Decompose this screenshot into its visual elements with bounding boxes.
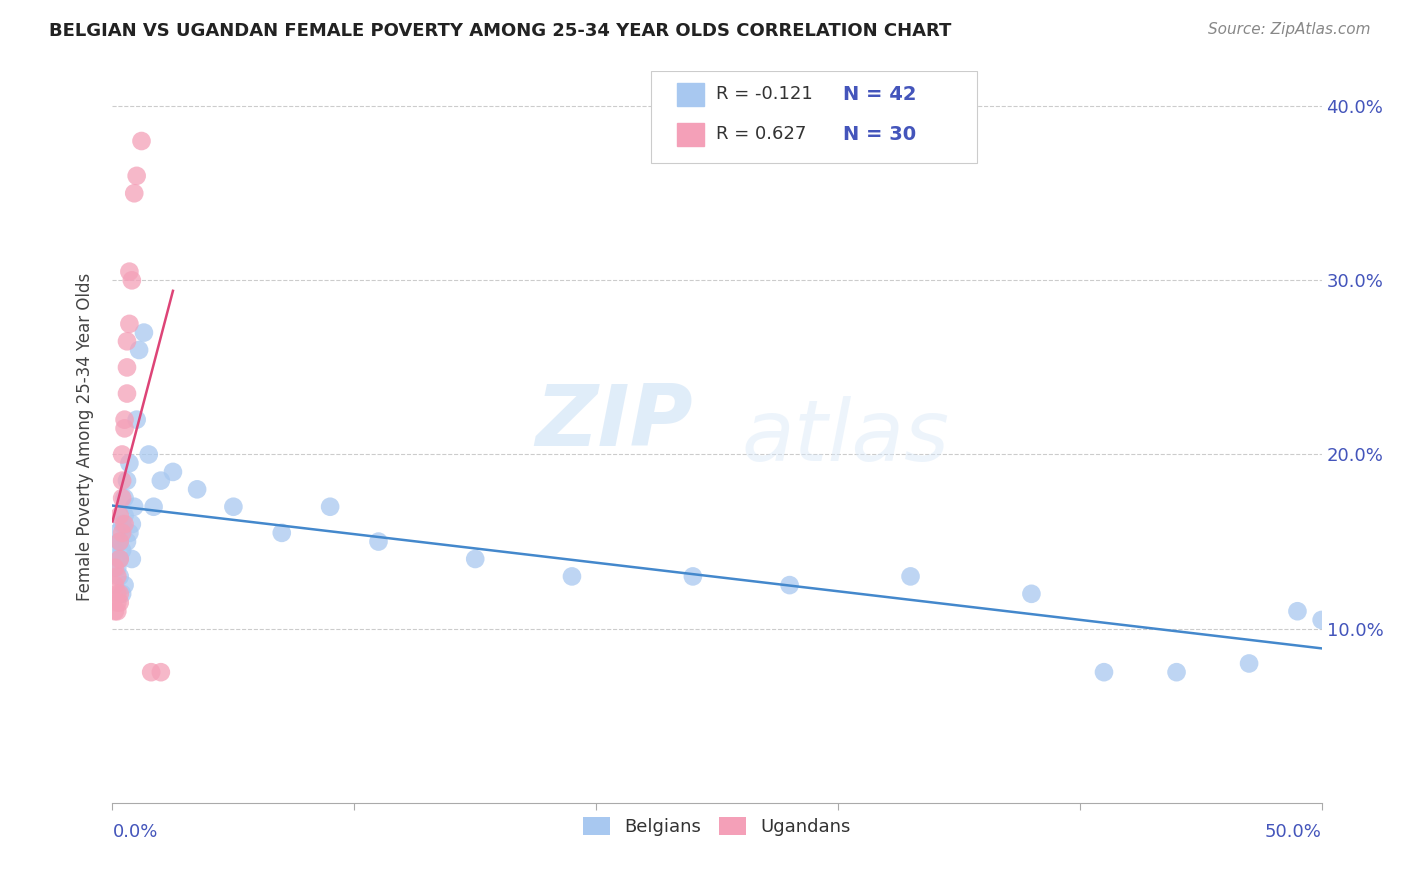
Text: 50.0%: 50.0%: [1265, 823, 1322, 841]
Point: [149, 665, 172, 680]
Point: [138, 448, 160, 462]
Bar: [678, 83, 704, 106]
Text: atlas: atlas: [741, 395, 949, 479]
Point: [111, 525, 134, 540]
Point: [115, 360, 138, 375]
Point: [118, 456, 141, 470]
Point: [111, 474, 134, 488]
Point: [367, 534, 389, 549]
Y-axis label: Female Poverty Among 25-34 Year Olds: Female Poverty Among 25-34 Year Olds: [76, 273, 94, 601]
Point: [115, 474, 138, 488]
Point: [108, 552, 131, 566]
Point: [104, 578, 127, 592]
Point: [108, 552, 131, 566]
Point: [464, 552, 486, 566]
Point: [115, 334, 138, 349]
Point: [115, 386, 138, 401]
Point: [105, 604, 128, 618]
Text: R = -0.121: R = -0.121: [716, 86, 813, 103]
Point: [1021, 587, 1043, 601]
Point: [108, 508, 131, 523]
Point: [111, 517, 134, 532]
Point: [132, 326, 155, 340]
Point: [1166, 665, 1188, 680]
Point: [561, 569, 583, 583]
Point: [131, 134, 153, 148]
Point: [118, 525, 141, 540]
Point: [108, 587, 131, 601]
Point: [108, 595, 131, 609]
Point: [111, 587, 134, 601]
Point: [122, 500, 145, 514]
Point: [114, 412, 136, 426]
Text: Source: ZipAtlas.com: Source: ZipAtlas.com: [1208, 22, 1371, 37]
Point: [114, 508, 136, 523]
Point: [128, 343, 150, 357]
Point: [270, 525, 292, 540]
Point: [122, 186, 145, 201]
Point: [118, 265, 141, 279]
Point: [900, 569, 922, 583]
Point: [105, 595, 128, 609]
Point: [1237, 657, 1260, 671]
Point: [118, 317, 141, 331]
Point: [105, 569, 128, 583]
Text: BELGIAN VS UGANDAN FEMALE POVERTY AMONG 25-34 YEAR OLDS CORRELATION CHART: BELGIAN VS UGANDAN FEMALE POVERTY AMONG …: [49, 22, 952, 40]
Point: [105, 587, 128, 601]
Text: ZIP: ZIP: [536, 381, 693, 464]
Point: [779, 578, 801, 592]
Text: R = 0.627: R = 0.627: [716, 125, 806, 144]
Bar: [678, 122, 704, 146]
Point: [186, 483, 208, 497]
Text: N = 30: N = 30: [842, 125, 915, 144]
Point: [1286, 604, 1309, 618]
Point: [1092, 665, 1115, 680]
Point: [104, 560, 127, 574]
Point: [121, 552, 143, 566]
Point: [121, 273, 143, 287]
Point: [114, 517, 136, 532]
Point: [105, 560, 128, 574]
Point: [222, 500, 245, 514]
Point: [114, 491, 136, 505]
Point: [319, 500, 342, 514]
Text: N = 42: N = 42: [842, 85, 917, 103]
Point: [142, 500, 165, 514]
FancyBboxPatch shape: [651, 71, 977, 163]
Point: [108, 569, 131, 583]
Point: [149, 474, 172, 488]
Point: [125, 412, 148, 426]
Point: [125, 169, 148, 183]
Point: [121, 517, 143, 532]
Legend: Belgians, Ugandans: Belgians, Ugandans: [574, 807, 860, 845]
Point: [104, 604, 127, 618]
Point: [105, 525, 128, 540]
Point: [682, 569, 704, 583]
Point: [108, 534, 131, 549]
Point: [141, 665, 163, 680]
Point: [111, 543, 134, 558]
Point: [108, 534, 131, 549]
Point: [114, 421, 136, 435]
Point: [115, 534, 138, 549]
Point: [1310, 613, 1333, 627]
Text: 0.0%: 0.0%: [112, 823, 157, 841]
Point: [162, 465, 184, 479]
Point: [111, 448, 134, 462]
Point: [114, 578, 136, 592]
Point: [111, 491, 134, 505]
Point: [104, 543, 127, 558]
